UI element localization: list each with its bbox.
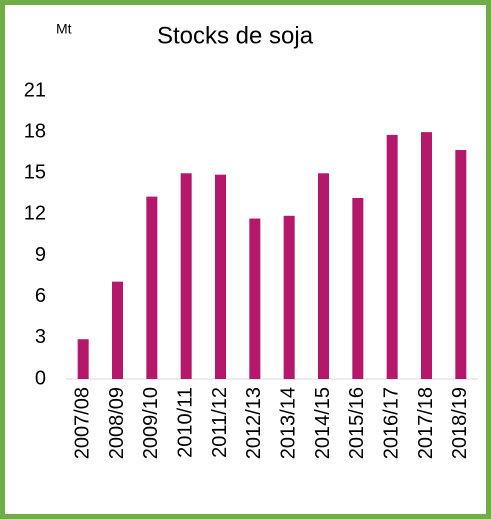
bar [283,215,295,379]
x-tick-label: 2010/11 [174,387,196,458]
bar [77,339,89,379]
x-tick-label: 2018/19 [449,387,471,459]
bar [180,173,192,379]
y-tick-label: 9 [35,244,46,266]
y-axis-unit: Mt [56,21,72,37]
x-tick-label: 2015/16 [346,387,368,459]
y-tick-label: 6 [35,285,46,307]
y-tick-label: 3 [35,326,46,348]
x-tick-label: 2014/15 [312,387,334,459]
bar [352,197,364,379]
x-tick-label: 2013/14 [277,387,299,459]
y-tick-label: 12 [24,203,46,225]
bar [318,173,329,379]
y-tick-label: 21 [24,79,46,101]
bar [146,196,158,379]
bar [215,174,226,379]
chart-title: Stocks de soja [157,22,314,49]
y-tick-label: 15 [24,162,46,184]
x-tick-label: 2011/12 [209,387,231,458]
x-tick-label: 2016/17 [380,387,402,459]
x-tick-label: 2009/10 [140,387,162,459]
bar [386,134,398,379]
x-tick-label: 2017/18 [415,387,437,459]
x-tick-label: 2007/08 [71,387,93,459]
bar [421,132,432,379]
bar [455,149,467,379]
bar [112,281,123,379]
bar [249,218,261,379]
y-tick-label: 18 [24,120,46,142]
x-tick-label: 2008/09 [106,387,128,459]
x-tick-label: 2012/13 [243,387,265,459]
y-tick-label: 0 [35,367,46,389]
